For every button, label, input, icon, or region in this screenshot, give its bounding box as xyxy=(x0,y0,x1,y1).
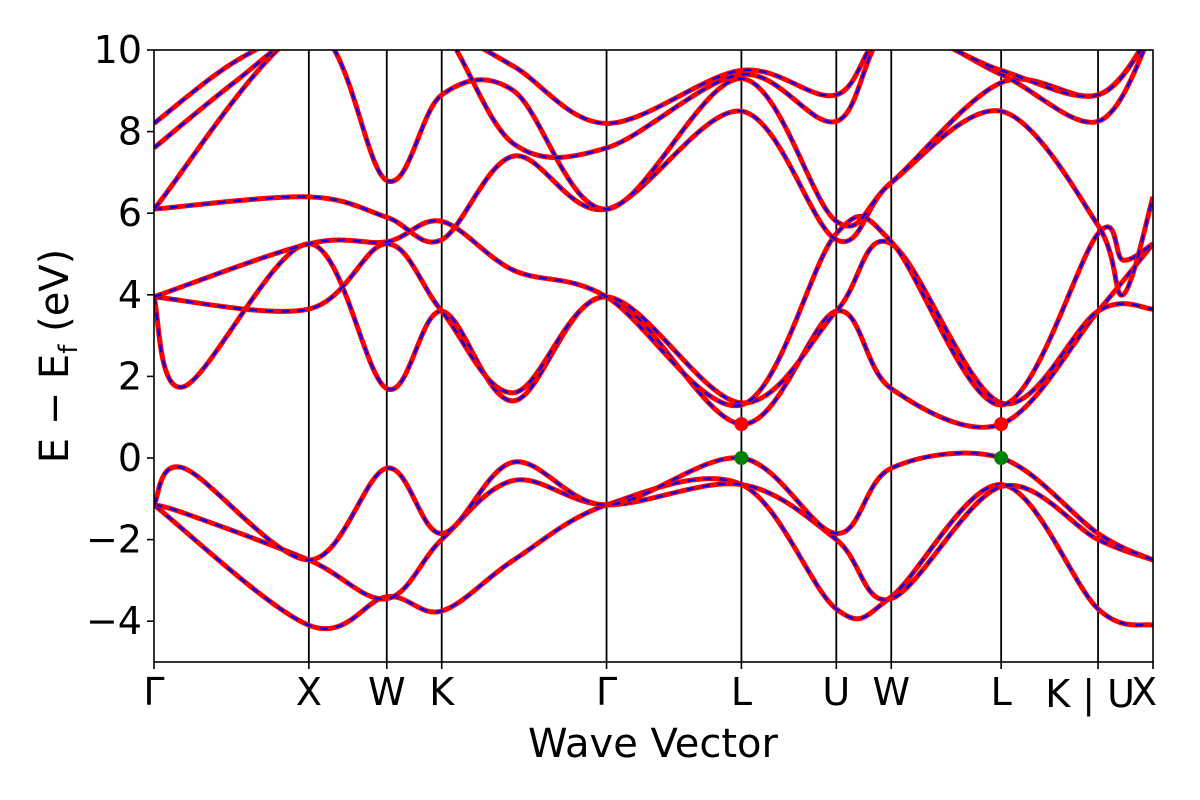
y-axis-ticks: −4 −2 0 2 4 6 8 10 xyxy=(86,28,154,643)
y-tick-label-7: 10 xyxy=(94,28,142,72)
y-axis-title-subscript: f xyxy=(54,344,84,354)
x-tick-label-1: X xyxy=(296,670,322,714)
plot-frame xyxy=(153,49,1154,663)
x-tick-label-10: X xyxy=(1131,670,1157,714)
y-tick-label-6: 8 xyxy=(118,110,142,154)
y-axis-title-unit: (eV) xyxy=(32,249,78,345)
band-line-dashed-0 xyxy=(154,477,1153,630)
kpoint-divider-lines xyxy=(307,50,1099,662)
band-line-dashed-1 xyxy=(154,478,1153,601)
y-tick-label-3: 2 xyxy=(118,354,142,398)
vbm-marker-3 xyxy=(994,451,1009,465)
x-tick-label-4: Γ xyxy=(596,670,617,714)
band-line-dashed-5 xyxy=(154,215,1153,407)
x-tick-label-2: W xyxy=(368,670,406,714)
band-line-4 xyxy=(154,238,1153,407)
cbm-marker-1 xyxy=(994,417,1009,432)
x-axis-title: Wave Vector xyxy=(528,721,779,767)
y-tick-label-2: 0 xyxy=(118,436,142,480)
y-axis-title-main: E − E xyxy=(32,354,78,464)
band-line-0 xyxy=(154,476,1153,632)
x-tick-label-7: W xyxy=(872,670,910,714)
x-tick-label-3: K xyxy=(429,670,455,714)
band-line-1 xyxy=(154,477,1153,603)
y-tick-label-0: −4 xyxy=(86,599,142,643)
x-tick-label-5: L xyxy=(731,670,752,714)
band-line-dashed-4 xyxy=(154,240,1153,406)
extrema-markers xyxy=(734,417,1009,465)
band-line-3 xyxy=(154,241,1153,430)
cbm-marker-0 xyxy=(734,417,749,432)
x-tick-label-6: U xyxy=(822,670,850,714)
band-line-8 xyxy=(154,50,1147,161)
band-lines xyxy=(154,50,1153,632)
y-tick-label-1: −2 xyxy=(86,518,142,562)
vbm-marker-2 xyxy=(734,451,749,465)
y-tick-label-4: 4 xyxy=(118,273,142,317)
y-axis-title: E − Ef (eV) xyxy=(32,249,84,464)
band-line-dashed-7 xyxy=(154,50,1142,228)
x-tick-label-8: L xyxy=(991,670,1012,714)
x-tick-label-0: Γ xyxy=(143,670,164,714)
band-line-6 xyxy=(154,108,1153,298)
y-tick-label-5: 6 xyxy=(118,191,142,235)
band-line-dashed-2 xyxy=(154,451,1153,562)
band-line-2 xyxy=(154,450,1153,563)
band-line-dashed-8 xyxy=(154,50,1146,159)
x-tick-label-9: K | U xyxy=(1045,672,1135,717)
band-line-dashed-6 xyxy=(154,109,1153,297)
band-line-dashed-9 xyxy=(154,50,1142,125)
